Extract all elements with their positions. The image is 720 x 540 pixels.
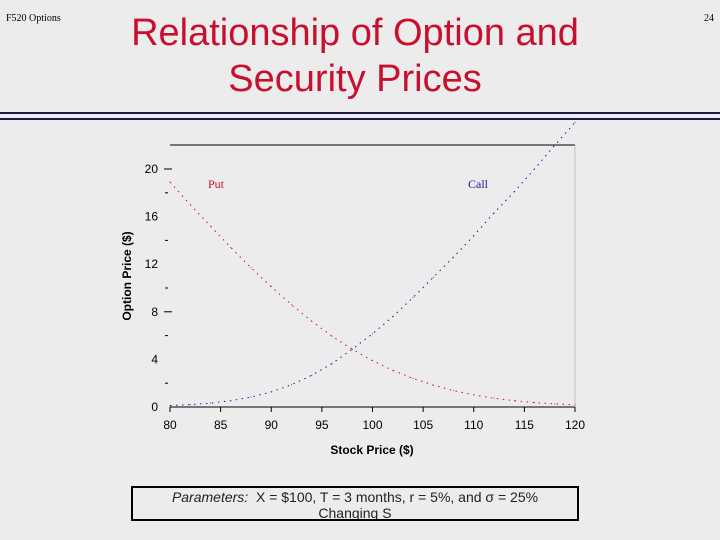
put-point: [453, 390, 454, 392]
call-point: [250, 396, 252, 398]
put-point: [189, 204, 191, 206]
call-point: [493, 212, 495, 214]
y-tick-label: 8: [151, 305, 158, 319]
caption-line-1: Parameters: X = $100, T = 3 months, r = …: [133, 489, 577, 505]
put-point: [493, 397, 495, 399]
y-tick-label: 20: [145, 162, 159, 176]
call-point: [372, 333, 373, 335]
x-tick-label: 115: [515, 418, 534, 432]
put-point: [412, 377, 414, 379]
put-point: [210, 225, 211, 227]
put-point: [311, 320, 313, 322]
put-point: [169, 181, 171, 183]
slide-title: Relationship of Option and Security Pric…: [95, 10, 615, 102]
y-tick-label: 4: [151, 352, 158, 366]
call-point: [270, 391, 272, 393]
x-axis-label: Stock Price ($): [330, 443, 413, 457]
call-point: [331, 363, 333, 365]
x-tick-label: 120: [565, 418, 585, 432]
put-point: [372, 360, 373, 362]
put-point: [331, 335, 333, 337]
x-tick-label: 85: [214, 418, 228, 432]
put-point: [534, 402, 535, 404]
put-point: [230, 247, 232, 248]
x-tick-label: 95: [315, 418, 329, 432]
call-curve: [169, 122, 576, 407]
call-point: [169, 405, 171, 407]
call-point: [311, 374, 313, 376]
call-point: [230, 400, 232, 402]
caption-parameters: X = $100, T = 3 months, r = 5%, and σ = …: [255, 489, 539, 505]
legend-call: Call: [468, 177, 489, 191]
series-layer: [169, 122, 576, 407]
put-point: [291, 304, 292, 306]
slide-title-line-2: Security Prices: [228, 58, 482, 100]
course-label: F520 Options: [6, 13, 61, 24]
x-tick-label: 100: [362, 418, 382, 432]
call-point: [189, 404, 191, 406]
put-point: [574, 404, 576, 406]
x-tick-label: 110: [464, 418, 483, 432]
call-point: [351, 348, 353, 350]
put-point: [513, 400, 515, 402]
call-point: [513, 191, 515, 193]
put-point: [473, 394, 475, 396]
y-tick-label: 12: [145, 257, 159, 271]
put-curve: [169, 181, 576, 406]
parameters-caption: Parameters: X = $100, T = 3 months, r = …: [131, 486, 579, 521]
put-point: [392, 369, 394, 371]
x-tick-label: 90: [265, 418, 279, 432]
header-rule-bottom: [0, 118, 720, 120]
call-point: [210, 402, 211, 404]
call-point: [412, 297, 414, 298]
legend-put: Put: [208, 177, 225, 191]
put-point: [554, 403, 556, 405]
put-point: [250, 267, 252, 269]
call-point: [291, 384, 292, 386]
call-point: [453, 256, 454, 258]
put-point: [432, 384, 434, 386]
caption-label: Parameters:: [171, 489, 249, 505]
caption-line-2: Changing S: [318, 505, 392, 521]
slide-title-line-1: Relationship of Option and: [131, 12, 579, 54]
call-point: [574, 122, 576, 124]
page-number: 24: [704, 13, 714, 24]
y-tick-label: 16: [145, 210, 159, 224]
y-axis-ticks: 0 4 8 12 16 20: [145, 162, 172, 414]
put-point: [270, 286, 272, 288]
x-axis-ticks: 80 85 90 95 100 105 110 115 120: [163, 407, 585, 432]
x-tick-label: 80: [163, 418, 177, 432]
x-tick-label: 105: [413, 418, 433, 432]
call-point: [432, 276, 434, 278]
y-axis-label: Option Price ($): [120, 231, 134, 320]
call-point: [473, 235, 475, 237]
call-point: [554, 144, 556, 146]
y-tick-label: 0: [151, 400, 158, 414]
call-point: [392, 316, 394, 318]
header-rule-top: [0, 112, 720, 114]
call-point: [534, 168, 535, 170]
